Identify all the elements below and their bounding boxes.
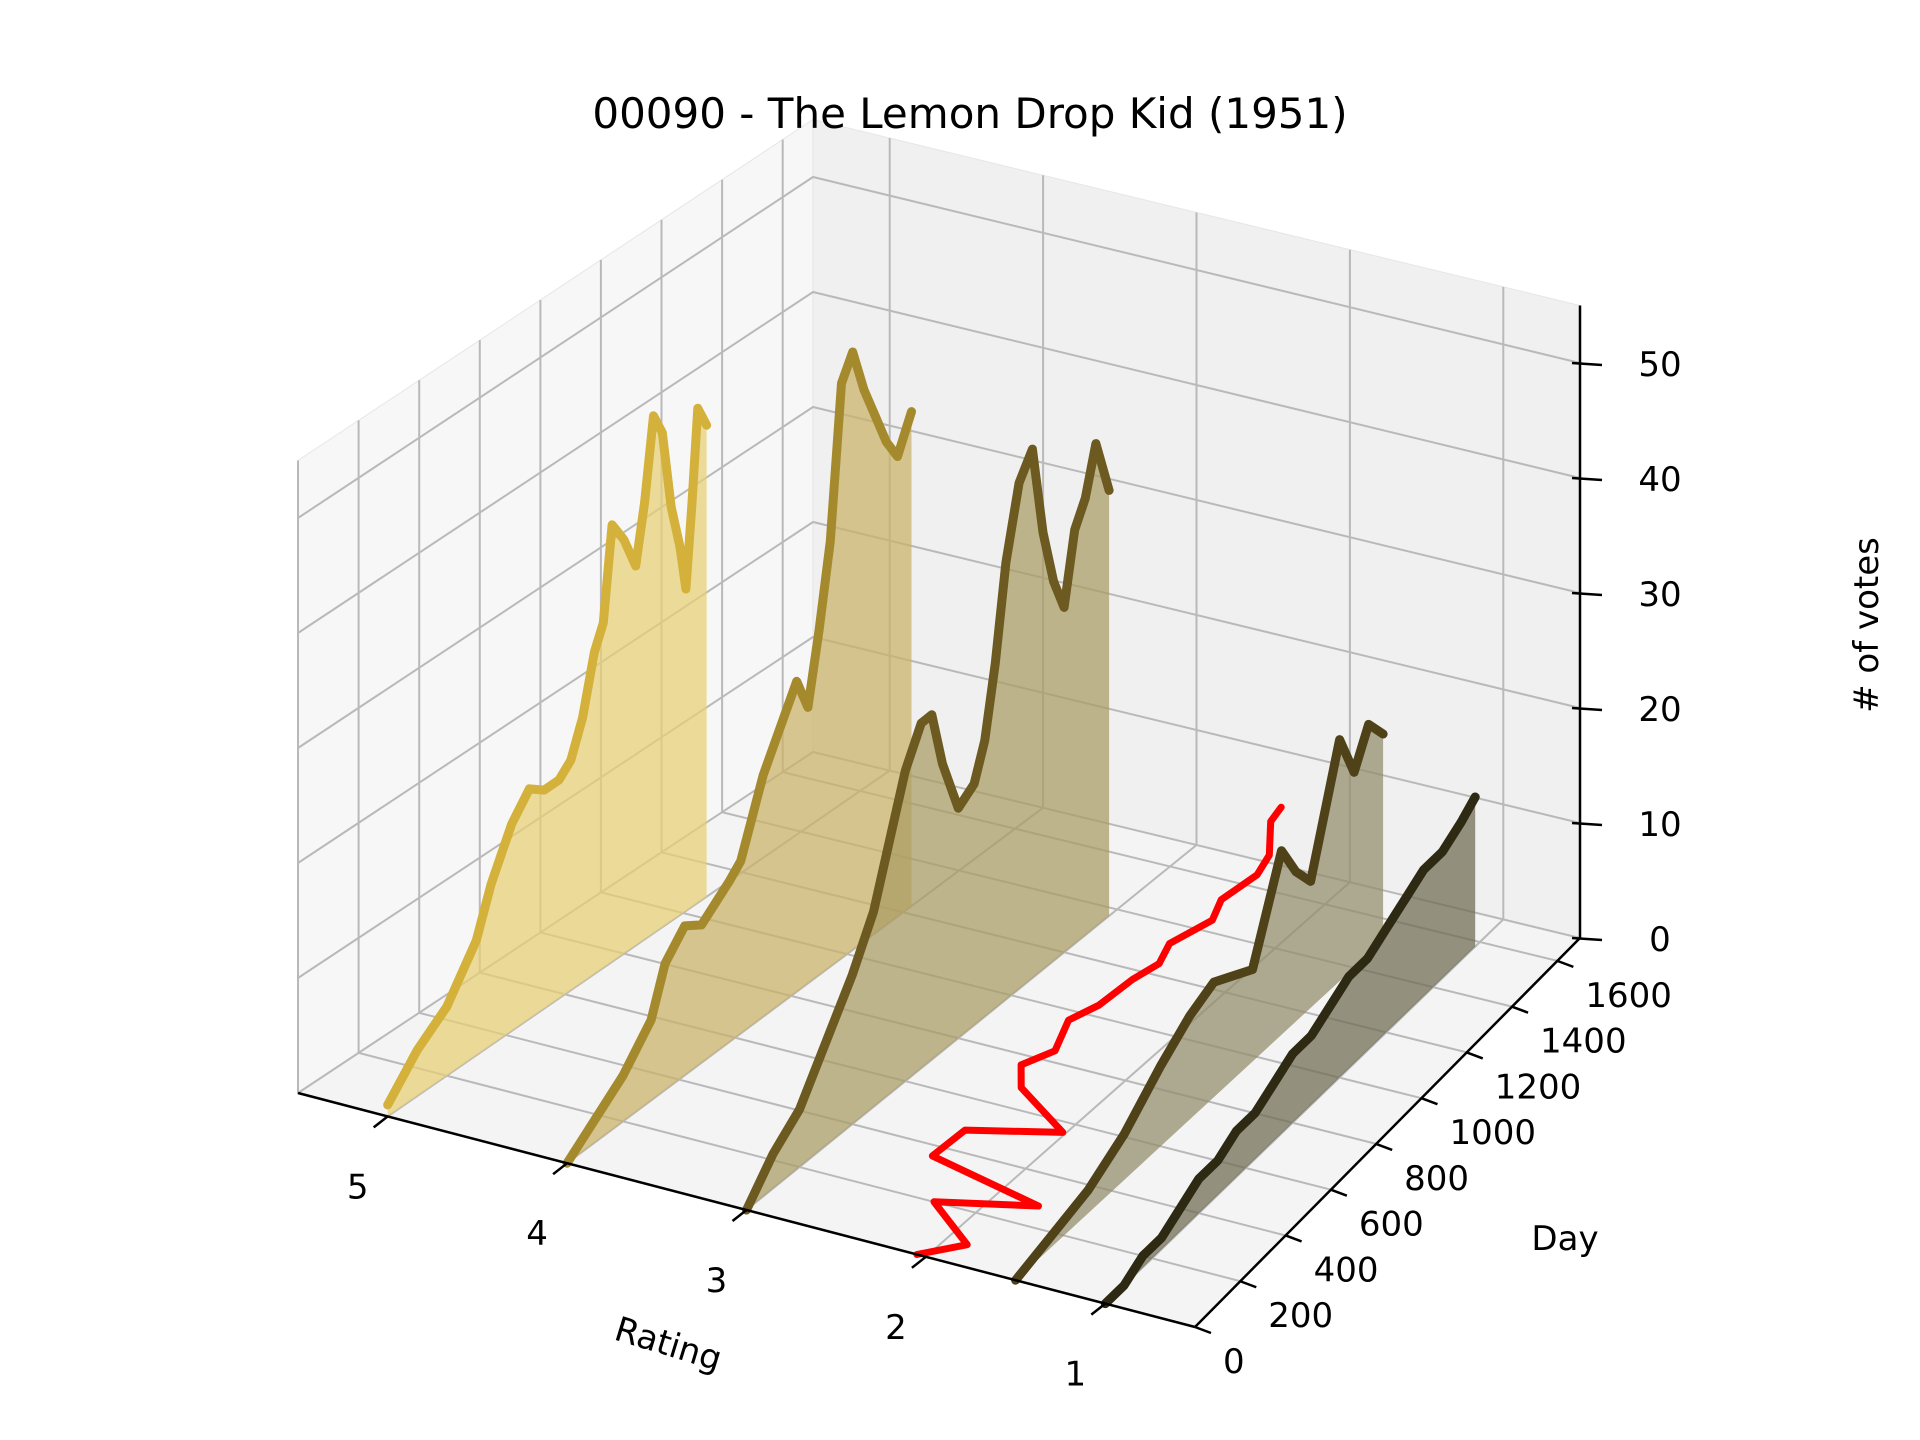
y-tick	[1239, 1280, 1257, 1289]
series-line	[742, 439, 1114, 1215]
z-axis-label: # of votes	[1847, 537, 1887, 713]
x-axis-label: Rating	[610, 1309, 727, 1379]
series-rating-1_5	[1011, 719, 1388, 1285]
y-tick	[1466, 1051, 1484, 1060]
series-line	[1011, 719, 1388, 1285]
z-tick-label: 50	[1638, 345, 1681, 385]
y-tick-label: 800	[1404, 1159, 1469, 1199]
y-tick-label: 1200	[1495, 1067, 1582, 1107]
series-rating-3	[742, 439, 1114, 1215]
z-tick	[1571, 706, 1603, 712]
series-line	[913, 803, 1285, 1258]
z-tick	[1571, 476, 1603, 482]
y-tick-label: 200	[1268, 1296, 1333, 1336]
z-tick	[1571, 591, 1603, 597]
axes-group: 1234502004006008001000120014001600010203…	[297, 305, 1682, 1395]
series-area	[387, 408, 707, 1117]
gridline-votes	[297, 290, 1581, 634]
y-tick-label: 600	[1359, 1205, 1424, 1245]
series-area	[1015, 724, 1384, 1281]
series-rating-1	[1100, 792, 1480, 1309]
z-tick-label: 40	[1638, 460, 1681, 500]
series-line	[383, 403, 712, 1110]
z-tick-label: 0	[1649, 920, 1671, 960]
y-tick-label: 1600	[1585, 976, 1672, 1016]
series-line	[562, 347, 916, 1168]
x-tick-label: 1	[1064, 1355, 1086, 1395]
gridline-votes	[297, 520, 1581, 864]
y-tick	[1285, 1234, 1303, 1243]
series-rating-2	[913, 803, 1285, 1258]
x-tick	[372, 1115, 389, 1129]
z-tick	[1571, 821, 1603, 827]
y-tick	[1511, 1005, 1529, 1014]
y-tick	[1194, 1325, 1212, 1335]
series-group	[383, 347, 1480, 1309]
z-tick-label: 30	[1638, 575, 1681, 615]
y-tick	[1375, 1142, 1393, 1152]
series-rating-4	[562, 347, 916, 1168]
x-tick-label: 5	[347, 1167, 369, 1207]
x-tick-label: 4	[526, 1214, 548, 1254]
x-tick-label: 2	[885, 1308, 907, 1348]
z-tick	[1571, 361, 1603, 367]
series-rating-5	[383, 403, 712, 1117]
y-tick-label: 400	[1314, 1250, 1379, 1290]
y-tick	[1556, 959, 1574, 969]
chart-title: 00090 - The Lemon Drop Kid (1951)	[592, 89, 1347, 138]
y-tick	[1421, 1097, 1438, 1106]
x-tick	[1090, 1302, 1107, 1316]
z-tick-label: 10	[1638, 805, 1681, 845]
y-axis-line	[1194, 937, 1581, 1328]
series-line	[1100, 792, 1480, 1309]
y-tick-label: 1000	[1449, 1113, 1536, 1153]
x-tick	[731, 1209, 748, 1222]
series-area	[567, 352, 912, 1164]
gridline-votes	[297, 635, 1581, 979]
x-tick	[911, 1255, 927, 1269]
y-tick-label: 1400	[1540, 1022, 1627, 1062]
x-tick-label: 3	[706, 1261, 728, 1301]
y-tick-label: 0	[1223, 1342, 1245, 1382]
y-tick	[1330, 1188, 1348, 1197]
gridline-votes	[297, 405, 1581, 749]
gridline-votes	[297, 175, 1581, 519]
z-tick	[1571, 936, 1603, 942]
x-tick	[552, 1162, 568, 1176]
z-tick-label: 20	[1638, 690, 1681, 730]
y-axis-label: Day	[1531, 1219, 1598, 1259]
